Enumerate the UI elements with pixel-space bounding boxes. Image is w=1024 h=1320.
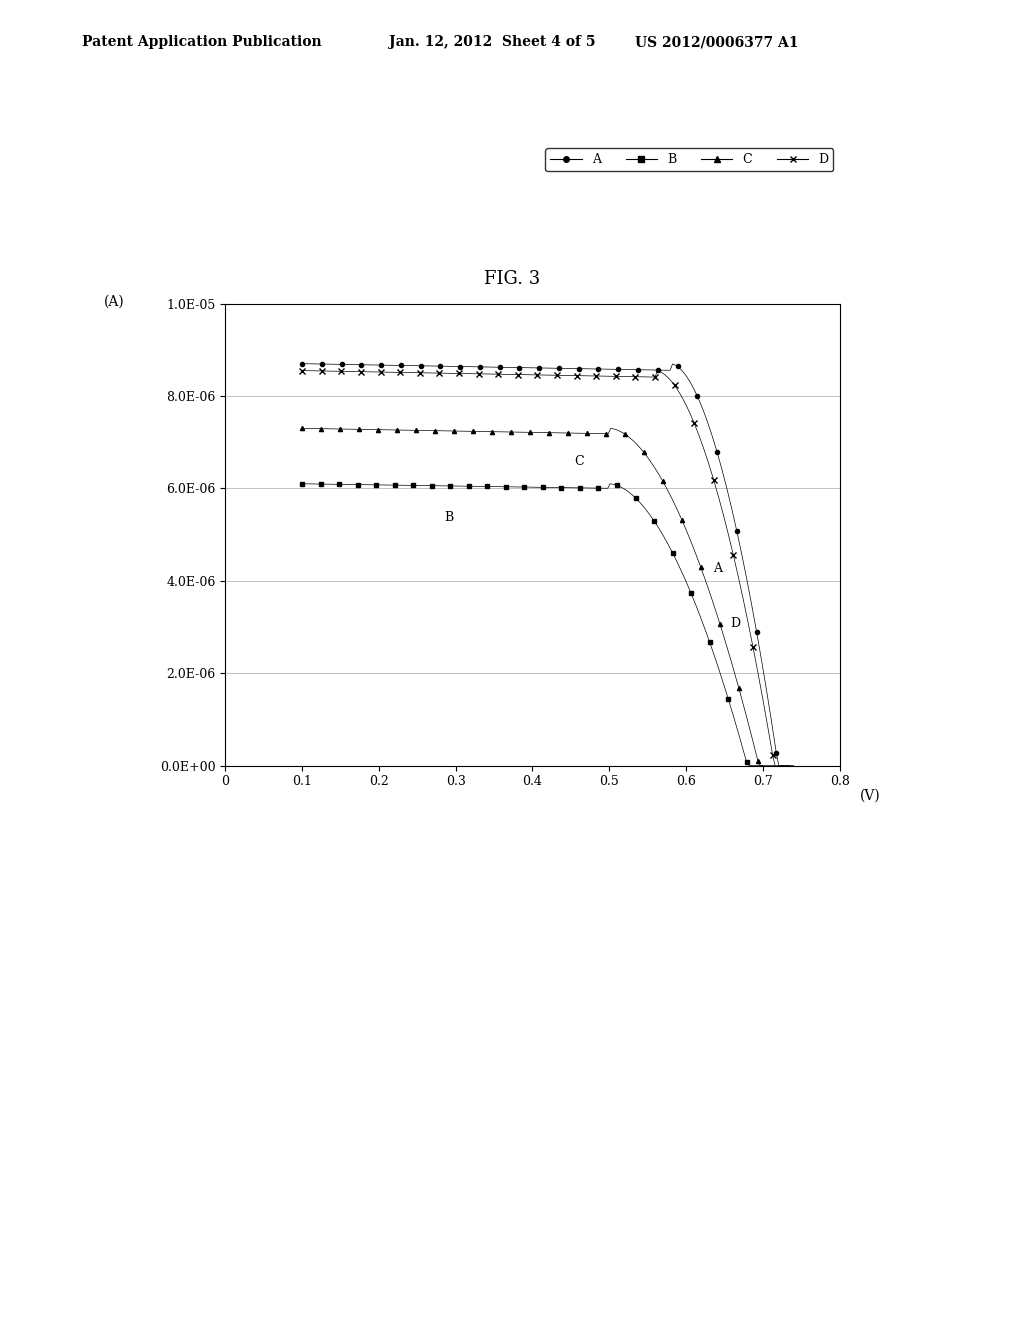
Text: FIG. 3: FIG. 3 [484,269,540,288]
Text: US 2012/0006377 A1: US 2012/0006377 A1 [635,36,799,49]
X-axis label: (V): (V) [860,789,881,803]
Text: B: B [444,511,454,524]
Text: Patent Application Publication: Patent Application Publication [82,36,322,49]
Y-axis label: (A): (A) [104,294,125,309]
Text: D: D [730,616,740,630]
Text: A: A [713,561,722,574]
Text: Jan. 12, 2012  Sheet 4 of 5: Jan. 12, 2012 Sheet 4 of 5 [389,36,596,49]
Text: C: C [574,455,585,469]
Legend: A, B, C, D: A, B, C, D [546,148,834,172]
